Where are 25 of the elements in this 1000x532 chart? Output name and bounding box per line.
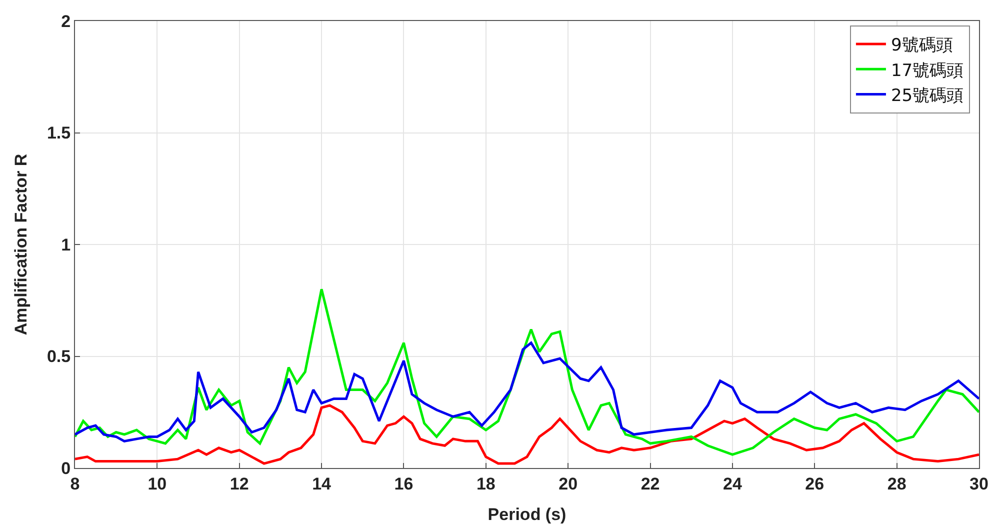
line-series [75, 288, 979, 456]
x-tick-label: 22 [640, 474, 660, 494]
legend-label: 17號碼頭 [890, 60, 964, 81]
y-tick-label: 0 [61, 458, 71, 478]
x-tick-label: 18 [476, 474, 496, 494]
x-tick-label: 14 [312, 474, 332, 494]
line-series [75, 404, 979, 465]
x-tick-label: 24 [722, 474, 742, 494]
x-tick-label: 8 [70, 474, 80, 494]
x-tick-label: 12 [230, 474, 249, 494]
y-tick-label: 1 [61, 235, 71, 254]
y-tick-label: 0.5 [46, 347, 71, 366]
line-series [75, 342, 979, 442]
x-tick-label: 10 [148, 474, 167, 494]
x-tick-label: 30 [970, 474, 988, 494]
y-axis-title: Amplification Factor R [12, 154, 31, 336]
x-axis-title: Period (s) [488, 504, 566, 524]
y-tick-label: 1.5 [46, 124, 71, 143]
x-tick-label: 28 [887, 474, 906, 494]
x-tick-label: 16 [394, 474, 414, 494]
y-tick-label: 2 [61, 12, 71, 31]
legend-label: 25號碼頭 [890, 86, 964, 106]
x-tick-label: 20 [558, 474, 578, 494]
legend-label: 9號碼頭 [890, 36, 953, 56]
x-tick-label: 26 [805, 474, 824, 494]
